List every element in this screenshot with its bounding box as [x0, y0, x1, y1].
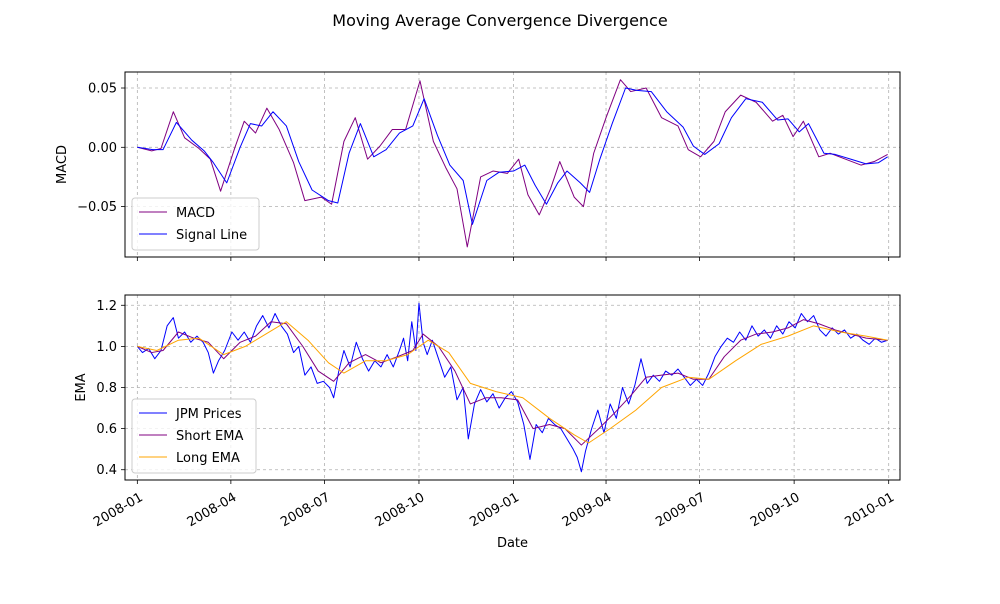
bottom-series-line-long-ema — [137, 321, 888, 444]
top-legend: MACD Signal Line — [131, 197, 260, 251]
top-series-line-macd — [137, 79, 888, 248]
bottom-ytick-label-0: 1.2 — [96, 299, 117, 314]
bottom-legend: JPM Prices Short EMA Long EMA — [131, 398, 257, 474]
top-legend-label-signal-line: Signal Line — [176, 228, 247, 243]
top-ytick-label-0: 0.05 — [88, 82, 117, 97]
figure-title: Moving Average Convergence Divergence — [332, 11, 667, 30]
bottom-ytick-label-2: 0.8 — [96, 381, 117, 396]
top-legend-label-macd: MACD — [176, 206, 215, 221]
top-panel: 0.05 0.00 −0.05 MACD MACD Signal Line — [55, 71, 901, 261]
top-legend-box — [131, 197, 260, 251]
top-ytick-label-2: −0.05 — [77, 200, 117, 215]
bottom-xlabel: Date — [497, 536, 528, 551]
top-series-line-signal-line — [137, 87, 888, 225]
bottom-legend-label-jpm-prices: JPM Prices — [175, 407, 242, 422]
bottom-legend-box — [131, 398, 257, 474]
top-ytick-label-1: 0.00 — [88, 141, 117, 156]
bottom-legend-label-long-ema: Long EMA — [176, 451, 240, 466]
bottom-ylabel: EMA — [74, 373, 89, 401]
top-axes-frame — [124, 71, 901, 258]
bottom-legend-label-short-ema: Short EMA — [176, 429, 243, 444]
bottom-panel: 2008-01 2008-04 2008-07 2008-10 2009-01 2009-… — [74, 294, 901, 551]
top-ylabel: MACD — [55, 145, 70, 184]
bottom-ytick-label-1: 1.0 — [96, 340, 117, 355]
bottom-ytick-label-4: 0.4 — [96, 463, 117, 478]
bottom-series-line-short-ema — [137, 319, 888, 446]
bottom-ytick-label-3: 0.6 — [96, 422, 117, 437]
